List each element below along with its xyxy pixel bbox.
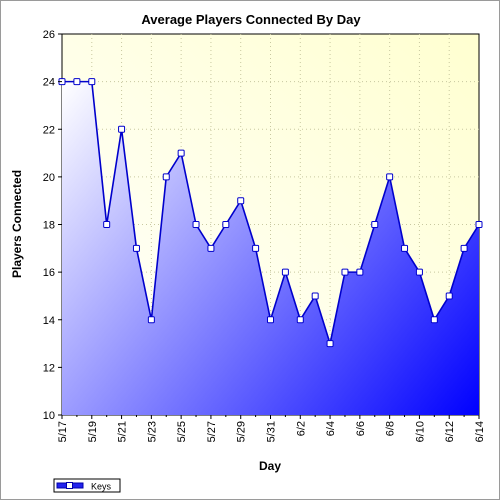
x-tick-label: 5/17 [57,421,69,442]
data-point [356,268,364,276]
data-point [430,316,438,324]
data-point [341,268,349,276]
x-tick-label: 6/4 [325,421,337,436]
data-point [132,244,140,252]
y-tick-label: 12 [43,362,55,374]
x-tick-label: 6/2 [295,421,307,436]
data-point [73,78,81,86]
data-point [296,316,304,324]
data-point [475,221,483,228]
data-point [445,292,453,300]
chart-title: Average Players Connected By Day [141,12,361,27]
y-tick-label: 16 [43,267,55,279]
data-point [281,268,289,276]
legend: Keys [53,478,121,493]
data-point [326,340,334,348]
y-tick-label: 22 [43,124,55,136]
series-markers [58,78,483,348]
data-point [222,221,230,228]
x-tick-label: 6/10 [414,421,426,442]
x-tick-label: 5/27 [206,421,218,442]
x-tick-label: 5/23 [146,421,158,442]
y-tick-label: 18 [43,220,55,232]
data-point [311,292,319,300]
legend-marker [66,482,73,489]
x-tick-label: 6/8 [385,421,397,436]
data-point [177,149,185,157]
y-axis-label: Players Connected [10,170,24,278]
x-tick-label: 5/31 [266,421,278,442]
y-tick-label: 10 [43,410,55,422]
x-tick-label: 6/6 [355,421,367,436]
data-point [147,316,155,324]
data-point [88,78,96,86]
x-tick-label: 5/21 [117,421,129,442]
x-tick-label: 5/29 [236,421,248,442]
y-tick-label: 14 [43,315,55,327]
y-tick-label: 24 [43,77,55,89]
y-tick-label: 20 [43,172,55,184]
series-area [62,81,479,415]
data-point [207,244,215,252]
x-tick-label: 5/19 [87,421,99,442]
x-tick-label: 6/12 [444,421,456,442]
x-axis: 5/17 5/19 5/21 5/23 5/25 5/27 5/29 5/31 6/2 6/4 6/… [57,415,486,442]
data-point [118,125,126,133]
data-point [371,221,379,228]
x-axis-label: Day [259,459,281,473]
data-point [103,221,111,228]
y-axis: 10 12 14 16 18 20 22 24 26 [43,29,62,422]
data-point [237,197,245,205]
legend-label: Keys [91,482,112,492]
data-point [415,268,423,276]
y-tick-label: 26 [43,29,55,41]
data-point [460,244,468,252]
data-point [267,316,274,324]
data-point [386,173,394,181]
data-point [401,244,409,252]
data-point [162,173,170,181]
x-tick-label: 6/14 [474,421,486,442]
data-point [192,221,200,228]
x-tick-label: 5/25 [176,421,188,442]
data-point [252,244,260,252]
